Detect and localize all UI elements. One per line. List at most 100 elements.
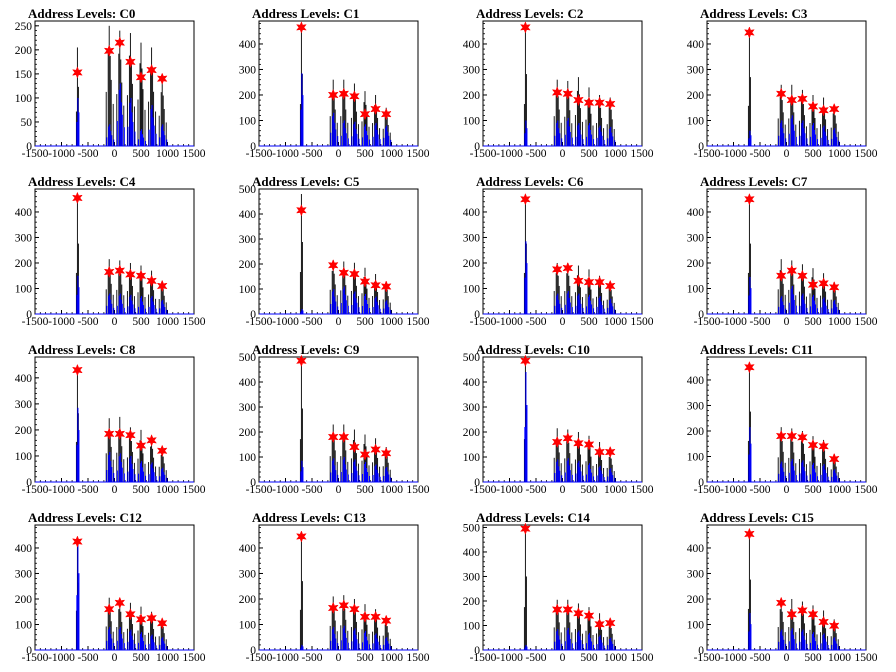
peak-marker (573, 437, 584, 450)
x-tick-label: 1000 (828, 316, 851, 328)
peak-marker (797, 431, 808, 444)
y-tick-label: 300 (239, 64, 257, 76)
peak-marker (125, 55, 136, 69)
x-tick-label: -1500 (22, 484, 49, 496)
x-tick-label: 1500 (407, 316, 430, 328)
x-tick-label: -500 (525, 484, 546, 496)
y-tick-label: 0 (26, 141, 32, 153)
histogram-plot: Address Levels: C12 0 100 200 300 400 -1500 -10… (15, 510, 206, 664)
peak-marker (359, 610, 371, 623)
peak-marker (103, 427, 115, 440)
y-tick-label: 50 (21, 117, 33, 129)
y-tick-label: 100 (463, 283, 481, 295)
y-tick-label: 300 (15, 232, 33, 244)
peak-marker (604, 279, 616, 293)
y-tick-label: 0 (474, 645, 480, 657)
y-tick-label: 300 (687, 232, 705, 244)
peak-marker (296, 21, 307, 34)
panel-title: Address Levels: C6 (476, 174, 584, 189)
y-tick-label: 100 (239, 284, 257, 296)
x-tick-label: 1000 (156, 316, 179, 328)
histogram-plot: Address Levels: C8 0 100 200 300 400 -1500 -100… (15, 342, 206, 496)
y-tick-label: 200 (239, 90, 257, 102)
y-tick-label: 200 (687, 426, 705, 438)
x-tick-label: 1000 (828, 148, 851, 160)
x-tick-label: 1000 (604, 148, 627, 160)
x-tick-label: 0 (784, 316, 790, 328)
peak-marker (327, 430, 339, 444)
y-tick-label: 400 (15, 207, 33, 219)
x-tick-label: -500 (77, 484, 98, 496)
y-tick-label: 100 (239, 115, 257, 127)
y-tick-label: 400 (239, 543, 257, 555)
y-tick-label: 150 (15, 69, 33, 81)
peak-marker (797, 604, 808, 617)
peak-marker (551, 435, 563, 449)
y-tick-label: 300 (239, 234, 257, 246)
x-tick-label: 1500 (407, 148, 430, 160)
histogram-plot: Address Levels: C50100200300400500-1500-… (239, 174, 430, 328)
x-tick-label: 1500 (407, 484, 430, 496)
y-tick-label: 400 (463, 377, 481, 389)
x-tick-label: 1000 (380, 484, 403, 496)
peak-marker (114, 36, 126, 49)
x-tick-label: 0 (784, 148, 790, 160)
plot-frame (34, 524, 195, 651)
y-tick-label: 300 (687, 64, 705, 76)
x-tick-label: 1000 (156, 148, 179, 160)
x-tick-label: 1500 (631, 316, 654, 328)
peak-marker (114, 596, 126, 609)
x-tick-label: 0 (784, 484, 790, 496)
y-tick-label: 0 (250, 309, 256, 321)
histogram-panel: Address Levels: C8 0 100 200 300 400 -1500 -100… (0, 336, 224, 504)
x-tick-label: 500 (580, 148, 598, 160)
peak-marker (146, 63, 157, 77)
peak-marker (807, 608, 819, 621)
histogram-panel: Address Levels: C13 0 100 200 300 400 -1500 -10… (224, 504, 448, 672)
peak-marker (744, 26, 755, 39)
peak-marker (146, 611, 157, 625)
x-tick-label: 0 (336, 484, 342, 496)
peak-marker (807, 100, 819, 113)
x-tick-label: 1500 (183, 484, 206, 496)
panel-title: Address Levels: C0 (28, 6, 135, 21)
x-tick-label: 500 (132, 316, 150, 328)
peak-marker (296, 530, 307, 543)
peak-marker (156, 444, 168, 457)
plot-frame (482, 188, 643, 315)
peak-marker (370, 102, 381, 116)
peak-marker (797, 269, 808, 282)
peak-marker (72, 535, 83, 548)
peak-marker (775, 87, 787, 100)
peak-marker (562, 603, 574, 616)
x-tick-label: 1500 (855, 652, 878, 664)
y-tick-label: 400 (239, 39, 257, 51)
peak-marker (72, 66, 83, 79)
peak-marker (744, 361, 755, 374)
peak-marker (338, 87, 350, 100)
x-tick-label: 1500 (631, 652, 654, 664)
histogram-plot: Address Levels: C11 0 100 200 300 400 -1500 -10… (687, 342, 878, 496)
peak-marker (786, 608, 798, 621)
peak-marker (594, 96, 605, 109)
y-tick-label: 400 (687, 543, 705, 555)
peak-marker (573, 274, 584, 287)
plot-frame (34, 188, 195, 315)
peak-marker (818, 615, 829, 629)
y-tick-label: 200 (15, 594, 33, 606)
peak-marker (370, 610, 381, 623)
peak-marker (125, 428, 136, 442)
peak-marker (520, 354, 531, 367)
y-tick-label: 200 (15, 258, 33, 270)
y-tick-label: 300 (687, 568, 705, 580)
y-tick-label: 0 (250, 645, 256, 657)
y-tick-label: 200 (687, 594, 705, 606)
plot-frame (706, 188, 867, 315)
x-tick-label: 500 (132, 484, 150, 496)
peak-marker (380, 280, 392, 293)
y-tick-label: 300 (463, 232, 481, 244)
y-tick-label: 400 (463, 207, 481, 219)
peak-marker (359, 448, 371, 461)
histogram-plot: Address Levels: C15 0 100 200 300 400 -1500 -10… (687, 510, 878, 664)
